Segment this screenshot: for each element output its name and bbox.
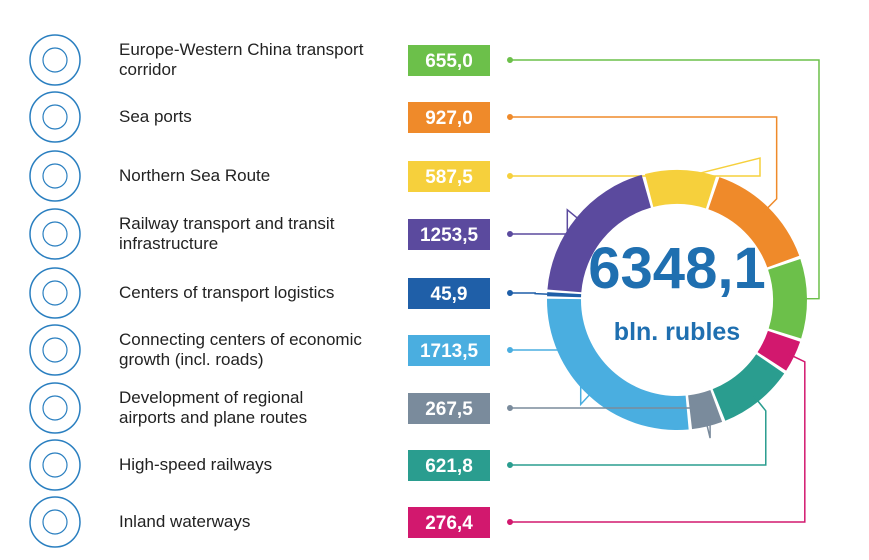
icon bbox=[29, 439, 81, 491]
value-label: 1713,5 bbox=[420, 341, 479, 362]
value-box bbox=[408, 507, 490, 538]
connector bbox=[510, 352, 806, 523]
icon bbox=[29, 150, 81, 202]
category-label: Sea ports bbox=[119, 107, 192, 126]
value-box bbox=[408, 335, 490, 366]
donut-segment bbox=[547, 292, 582, 298]
value-box bbox=[408, 161, 490, 192]
category-label: Northern Sea Route bbox=[119, 166, 271, 185]
icon-glyph bbox=[42, 452, 68, 478]
value-box bbox=[408, 393, 490, 424]
connector bbox=[510, 157, 761, 179]
connector bbox=[510, 59, 820, 300]
donut-segment bbox=[712, 354, 785, 421]
value-label: 621,8 bbox=[425, 456, 473, 477]
icon bbox=[29, 324, 81, 376]
icon bbox=[29, 91, 81, 143]
value-box bbox=[408, 278, 490, 309]
value-label: 655,0 bbox=[425, 51, 473, 72]
donut-segment bbox=[547, 174, 651, 293]
connector bbox=[510, 116, 778, 214]
connector bbox=[510, 394, 767, 466]
connector bbox=[510, 292, 556, 296]
connector bbox=[510, 208, 584, 235]
category-label: Connecting centers of economic growth (i… bbox=[119, 330, 362, 369]
icon-glyph bbox=[42, 337, 68, 363]
icon bbox=[29, 208, 81, 260]
icon bbox=[29, 496, 81, 548]
donut-segment bbox=[757, 330, 801, 371]
icon-glyph bbox=[42, 280, 68, 306]
icon bbox=[29, 34, 81, 86]
value-label: 276,4 bbox=[425, 513, 473, 534]
value-box bbox=[408, 450, 490, 481]
value-box bbox=[408, 102, 490, 133]
category-label: Inland waterways bbox=[119, 512, 251, 531]
donut-segment bbox=[688, 390, 723, 430]
value-box bbox=[408, 45, 490, 76]
icon bbox=[29, 382, 81, 434]
category-label: High-speed railways bbox=[119, 455, 273, 474]
connector bbox=[510, 349, 595, 407]
connector bbox=[510, 407, 711, 439]
icon-glyph bbox=[42, 47, 68, 73]
icon-glyph bbox=[42, 509, 68, 535]
donut-segment bbox=[768, 258, 807, 339]
icon-glyph bbox=[42, 163, 68, 189]
category-label: Railway transport and transit infrastruc… bbox=[119, 214, 335, 253]
value-box bbox=[408, 219, 490, 250]
category-label: Europe-Western China transport corridor bbox=[119, 40, 364, 79]
value-label: 927,0 bbox=[425, 108, 473, 129]
icon bbox=[29, 267, 81, 319]
category-label: Development of regional airports and pla… bbox=[119, 388, 308, 427]
donut-segment bbox=[547, 298, 689, 430]
total-label: 6348,1 bbox=[588, 236, 765, 301]
icon-glyph bbox=[42, 221, 68, 247]
value-label: 587,5 bbox=[425, 167, 473, 188]
icon-glyph bbox=[42, 104, 68, 130]
donut-segment bbox=[644, 170, 717, 209]
icon-glyph bbox=[42, 395, 68, 421]
unit-label: bln. rubles bbox=[614, 318, 740, 346]
value-label: 267,5 bbox=[425, 399, 473, 420]
donut-segment bbox=[708, 177, 800, 268]
value-label: 1253,5 bbox=[420, 225, 479, 246]
value-label: 45,9 bbox=[431, 284, 468, 305]
category-label: Centers of transport logistics bbox=[119, 283, 335, 302]
